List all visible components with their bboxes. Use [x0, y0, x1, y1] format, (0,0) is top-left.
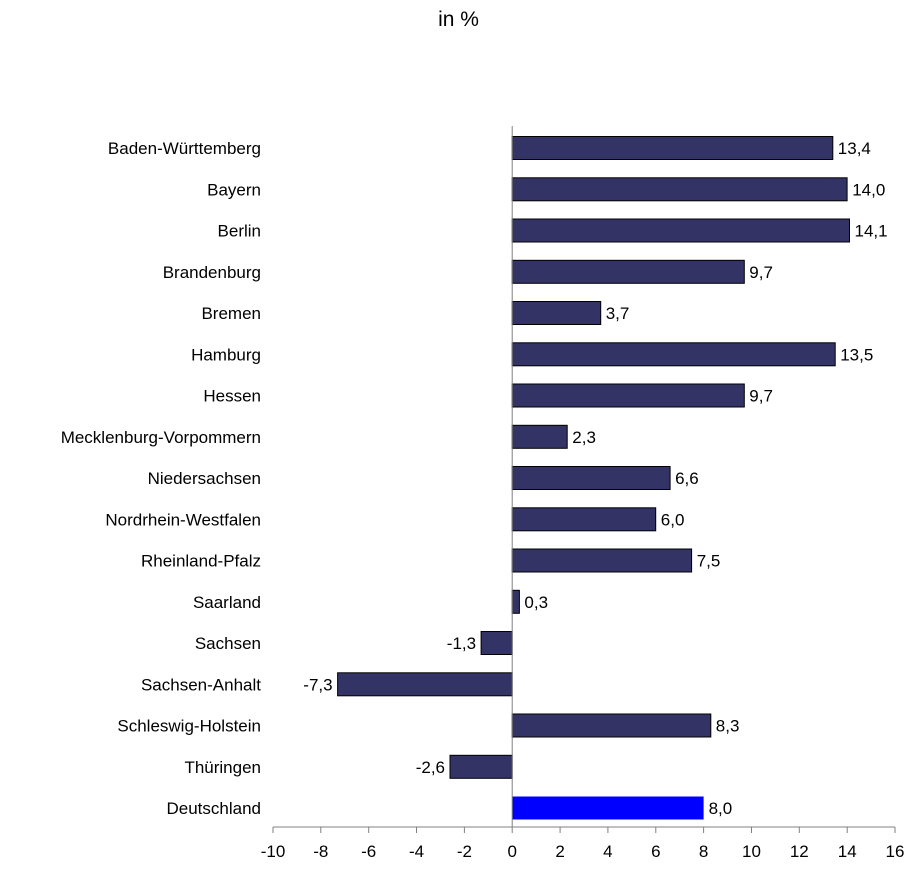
bar-7 — [511, 424, 568, 449]
x-tick-label: -4 — [409, 842, 424, 861]
value-label: 14,0 — [852, 180, 885, 199]
value-label: 3,7 — [606, 304, 630, 323]
x-tick-label: 10 — [742, 842, 761, 861]
x-tick-label: 2 — [555, 842, 564, 861]
bar-3 — [511, 259, 745, 284]
x-tick-label: -6 — [361, 842, 376, 861]
value-label: 7,5 — [697, 552, 721, 571]
x-tick-label: -8 — [313, 842, 328, 861]
value-label: 9,7 — [749, 263, 773, 282]
category-label: Bayern — [207, 180, 261, 199]
category-label: Brandenburg — [163, 263, 261, 282]
value-label: 6,0 — [661, 510, 685, 529]
value-label: 13,5 — [840, 345, 873, 364]
bar-15 — [449, 754, 513, 779]
bar-11 — [511, 589, 520, 614]
value-label: -7,3 — [303, 675, 332, 694]
x-tick-label: 12 — [790, 842, 809, 861]
x-tick-label: 8 — [699, 842, 708, 861]
bar-12 — [480, 631, 513, 655]
bar-6 — [511, 383, 745, 408]
value-label: 8,0 — [709, 799, 733, 818]
bar-10 — [511, 548, 693, 573]
value-label: 14,1 — [855, 222, 888, 241]
bar-0 — [511, 136, 834, 160]
category-label: Deutschland — [166, 799, 261, 818]
bar-16 — [512, 796, 704, 820]
value-label: -2,6 — [416, 758, 445, 777]
x-tick-label: -2 — [457, 842, 472, 861]
category-label: Bremen — [201, 304, 261, 323]
category-label: Sachsen — [195, 634, 261, 653]
x-tick-label: 16 — [886, 842, 905, 861]
bar-13 — [337, 672, 513, 697]
category-label: Niedersachsen — [148, 469, 261, 488]
bar-8 — [511, 466, 671, 490]
x-tick-label: 4 — [603, 842, 612, 861]
x-tick-label: 6 — [651, 842, 660, 861]
category-label: Berlin — [218, 222, 261, 241]
category-label: Mecklenburg-Vorpommern — [61, 428, 261, 447]
bar-5 — [511, 342, 836, 367]
x-tick-label: 14 — [838, 842, 857, 861]
bar-14 — [511, 713, 712, 738]
category-label: Rheinland-Pfalz — [141, 552, 261, 571]
value-label: 9,7 — [749, 387, 773, 406]
value-label: 13,4 — [838, 139, 871, 158]
category-label: Saarland — [193, 593, 261, 612]
category-label: Hessen — [203, 387, 261, 406]
value-label: 2,3 — [572, 428, 596, 447]
category-label: Hamburg — [191, 345, 261, 364]
bar-2 — [511, 218, 850, 243]
value-label: 0,3 — [524, 593, 548, 612]
value-label: 6,6 — [675, 469, 699, 488]
category-label: Sachsen-Anhalt — [141, 675, 261, 694]
value-label: -1,3 — [447, 634, 476, 653]
category-label: Schleswig-Holstein — [117, 717, 261, 736]
x-tick-label: -10 — [261, 842, 286, 861]
bar-9 — [511, 507, 657, 532]
category-label: Baden-Württemberg — [108, 139, 261, 158]
value-label: 8,3 — [716, 717, 740, 736]
bar-4 — [511, 301, 602, 325]
chart-title: in % — [438, 8, 479, 31]
x-tick-label: 0 — [507, 842, 516, 861]
category-label: Thüringen — [184, 758, 261, 777]
bar-1 — [511, 177, 848, 202]
category-label: Nordrhein-Westfalen — [105, 510, 261, 529]
